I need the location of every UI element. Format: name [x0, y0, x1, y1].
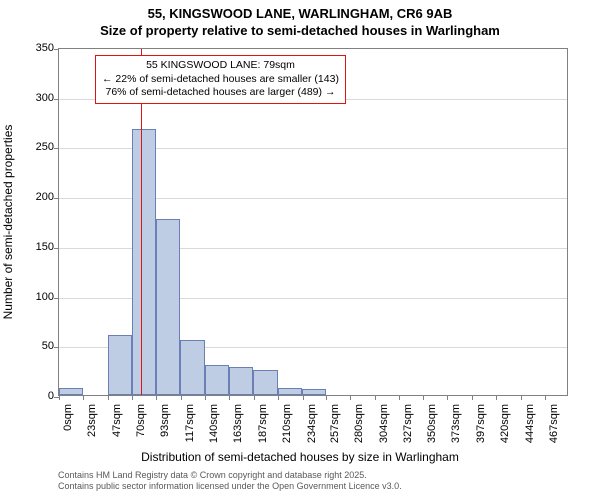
footer-line-1: Contains HM Land Registry data © Crown c… [58, 470, 402, 481]
ytick-mark [54, 248, 59, 249]
annotation-line: ← 22% of semi-detached houses are smalle… [102, 73, 339, 87]
xtick-label: 397sqm [475, 404, 487, 443]
xtick-label: 373sqm [450, 404, 462, 443]
xtick-mark [278, 395, 279, 400]
xtick-mark [205, 395, 206, 400]
annotation-box: 55 KINGSWOOD LANE: 79sqm← 22% of semi-de… [95, 55, 346, 104]
ytick-mark [54, 347, 59, 348]
xtick-label: 70sqm [135, 404, 147, 437]
xtick-label: 467sqm [548, 404, 560, 443]
ytick-label: 350 [14, 42, 54, 54]
xtick-mark [375, 395, 376, 400]
ytick-label: 50 [14, 340, 54, 352]
xtick-label: 93sqm [159, 404, 171, 437]
footer-line-2: Contains public sector information licen… [58, 481, 402, 492]
xtick-mark [83, 395, 84, 400]
xtick-mark [254, 395, 255, 400]
plot-area: 55 KINGSWOOD LANE: 79sqm← 22% of semi-de… [58, 48, 568, 396]
xtick-mark [59, 395, 60, 400]
xtick-label: 304sqm [378, 404, 390, 443]
xtick-mark [399, 395, 400, 400]
ytick-mark [54, 49, 59, 50]
ytick-mark [54, 148, 59, 149]
xtick-mark [545, 395, 546, 400]
ytick-mark [54, 99, 59, 100]
xtick-mark [229, 395, 230, 400]
xtick-label: 444sqm [524, 404, 536, 443]
xtick-label: 234sqm [306, 404, 318, 443]
histogram-bar [156, 219, 180, 395]
ytick-label: 0 [14, 390, 54, 402]
chart-title-sub: Size of property relative to semi-detach… [0, 23, 600, 38]
xtick-label: 23sqm [86, 404, 98, 437]
histogram-bar [180, 340, 204, 395]
annotation-line: 55 KINGSWOOD LANE: 79sqm [102, 59, 339, 73]
xtick-label: 280sqm [353, 404, 365, 443]
histogram-bar [108, 335, 132, 395]
xtick-label: 210sqm [281, 404, 293, 443]
ytick-mark [54, 298, 59, 299]
histogram-bar [253, 370, 277, 395]
xtick-label: 163sqm [232, 404, 244, 443]
histogram-bar [132, 129, 156, 395]
xtick-label: 327sqm [402, 404, 414, 443]
xtick-mark [496, 395, 497, 400]
xtick-mark [423, 395, 424, 400]
chart-container: 55, KINGSWOOD LANE, WARLINGHAM, CR6 9AB … [0, 0, 600, 500]
xtick-mark [132, 395, 133, 400]
xtick-label: 350sqm [426, 404, 438, 443]
xtick-label: 187sqm [257, 404, 269, 443]
x-axis-label: Distribution of semi-detached houses by … [0, 450, 600, 464]
annotation-line: 76% of semi-detached houses are larger (… [102, 86, 339, 100]
chart-title-address: 55, KINGSWOOD LANE, WARLINGHAM, CR6 9AB [0, 6, 600, 21]
histogram-bar [229, 367, 253, 395]
title-area: 55, KINGSWOOD LANE, WARLINGHAM, CR6 9AB … [0, 0, 600, 38]
ytick-label: 200 [14, 191, 54, 203]
footer-attribution: Contains HM Land Registry data © Crown c… [58, 470, 402, 492]
ytick-label: 100 [14, 291, 54, 303]
xtick-label: 257sqm [329, 404, 341, 443]
ytick-label: 150 [14, 241, 54, 253]
xtick-mark [108, 395, 109, 400]
xtick-label: 420sqm [499, 404, 511, 443]
xtick-label: 140sqm [208, 404, 220, 443]
xtick-mark [472, 395, 473, 400]
ytick-mark [54, 198, 59, 199]
xtick-label: 47sqm [111, 404, 123, 437]
xtick-label: 0sqm [62, 404, 74, 431]
histogram-bar [302, 389, 326, 395]
y-axis-label: Number of semi-detached properties [1, 125, 15, 320]
histogram-bar [205, 365, 229, 395]
histogram-bar [59, 388, 83, 395]
ytick-label: 300 [14, 92, 54, 104]
xtick-mark [521, 395, 522, 400]
xtick-mark [156, 395, 157, 400]
ytick-label: 250 [14, 141, 54, 153]
xtick-mark [303, 395, 304, 400]
xtick-mark [447, 395, 448, 400]
histogram-bar [278, 388, 302, 395]
xtick-mark [326, 395, 327, 400]
xtick-mark [181, 395, 182, 400]
xtick-label: 117sqm [184, 404, 196, 442]
xtick-mark [350, 395, 351, 400]
